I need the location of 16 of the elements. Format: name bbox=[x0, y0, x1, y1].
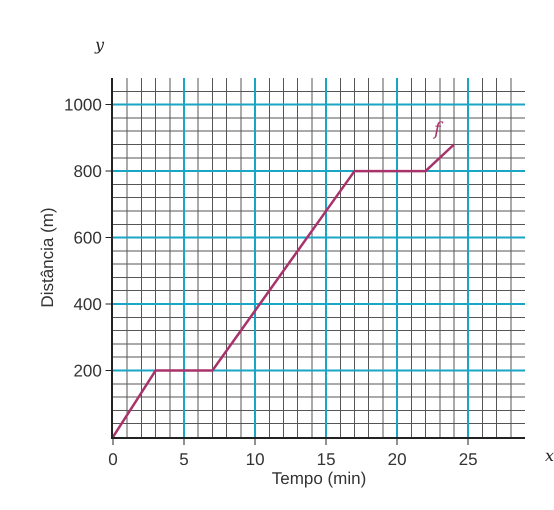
y-tick-label: 1000 bbox=[64, 96, 102, 115]
x-tick-label: 0 bbox=[108, 450, 118, 470]
y-axis-title: Distância (m) bbox=[38, 207, 58, 308]
text: y bbox=[94, 35, 105, 54]
x-tick-label: 20 bbox=[388, 450, 407, 470]
x-tick-label: 25 bbox=[458, 450, 478, 470]
text: x bbox=[545, 446, 554, 465]
y-tick-label: 800 bbox=[73, 162, 102, 182]
line-series bbox=[113, 143, 456, 437]
x-axis-title: Tempo (min) bbox=[272, 469, 366, 488]
x-tick-label: 5 bbox=[179, 450, 189, 470]
y-tick-label: 200 bbox=[73, 361, 102, 380]
y-tick-label: 400 bbox=[73, 294, 102, 314]
y-tick-label: 600 bbox=[73, 228, 102, 248]
x-tick-label: 15 bbox=[316, 450, 336, 470]
x-tick-label: 10 bbox=[246, 450, 265, 470]
